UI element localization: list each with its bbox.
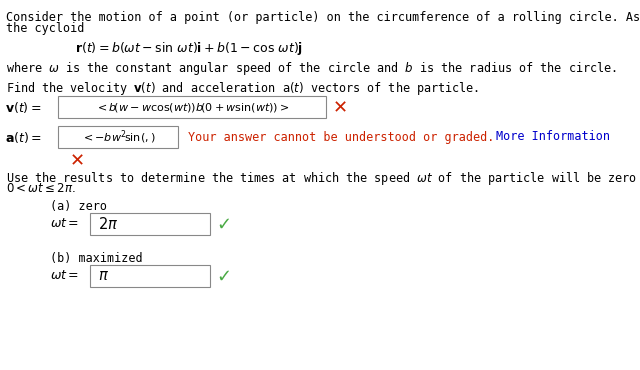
Text: $< b\!\left(w - w\cos\!\left(wt\right)\right) b\!\left(0 + w\sin\!\left(wt\right: $< b\!\left(w - w\cos\!\left(wt\right)\r… bbox=[95, 101, 289, 114]
Text: $\mathbf{a}(t) =$: $\mathbf{a}(t) =$ bbox=[5, 130, 42, 145]
Text: $\omega t =$: $\omega t =$ bbox=[50, 269, 79, 282]
Text: Consider the motion of a point (or particle) on the circumference of a rolling c: Consider the motion of a point (or parti… bbox=[6, 11, 640, 24]
FancyBboxPatch shape bbox=[90, 213, 210, 235]
Text: $\mathbf{v}(t) =$: $\mathbf{v}(t) =$ bbox=[5, 100, 42, 115]
Text: the cycloid: the cycloid bbox=[6, 22, 84, 35]
Text: $2\pi$: $2\pi$ bbox=[98, 216, 118, 232]
FancyBboxPatch shape bbox=[58, 126, 178, 148]
Text: ✕: ✕ bbox=[70, 152, 85, 170]
FancyBboxPatch shape bbox=[58, 96, 326, 118]
Text: Use the results to determine the times at which the speed $\omega t$ of the part: Use the results to determine the times a… bbox=[6, 170, 640, 187]
Text: $< -bw^{2}\!\sin\!\left(,\right)$: $< -bw^{2}\!\sin\!\left(,\right)$ bbox=[81, 128, 156, 146]
Text: $0 < \omega t \leq 2\pi.$: $0 < \omega t \leq 2\pi.$ bbox=[6, 182, 76, 195]
Text: ✓: ✓ bbox=[216, 216, 231, 234]
Text: (b) maximized: (b) maximized bbox=[50, 252, 143, 265]
Text: $\omega t =$: $\omega t =$ bbox=[50, 217, 79, 230]
Text: ✕: ✕ bbox=[333, 99, 348, 117]
Text: Find the velocity $\mathbf{v}(t)$ and acceleration $\mathrm{a}(t)$ vectors of th: Find the velocity $\mathbf{v}(t)$ and ac… bbox=[6, 80, 479, 97]
Text: where $\omega$ is the constant angular speed of the circle and $b$ is the radius: where $\omega$ is the constant angular s… bbox=[6, 60, 617, 77]
Text: Your answer cannot be understood or graded.: Your answer cannot be understood or grad… bbox=[188, 131, 494, 144]
Text: $\mathbf{r}(t) = b(\omega t - \sin\,\omega t)\mathbf{i} + b(1 - \cos\,\omega t)\: $\mathbf{r}(t) = b(\omega t - \sin\,\ome… bbox=[75, 40, 303, 57]
Text: (a) zero: (a) zero bbox=[50, 200, 107, 213]
FancyBboxPatch shape bbox=[90, 265, 210, 287]
Text: ✓: ✓ bbox=[216, 268, 231, 286]
Text: More Information: More Information bbox=[496, 131, 610, 144]
Text: $\pi$: $\pi$ bbox=[98, 269, 109, 283]
